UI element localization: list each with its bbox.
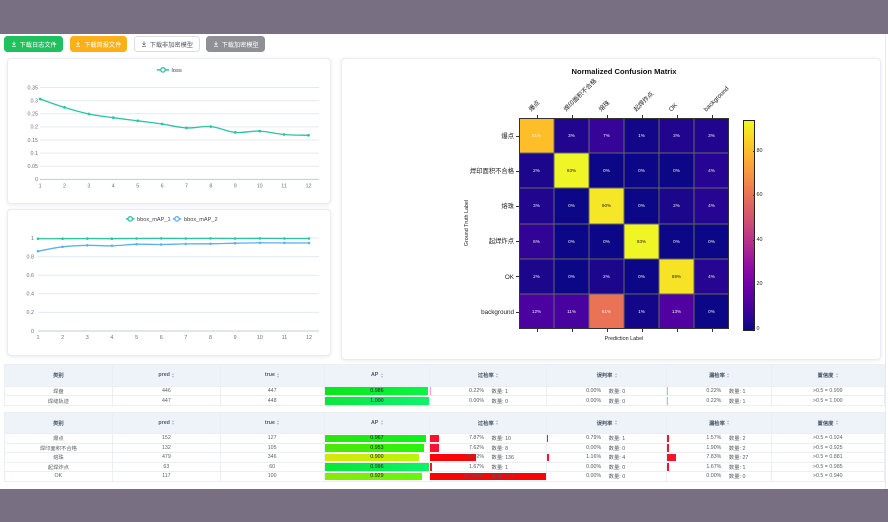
svg-text:0.6: 0.6 [27,273,35,279]
svg-text:0.8: 0.8 [27,254,35,260]
svg-text:11: 11 [282,335,288,341]
svg-text:12: 12 [306,184,312,190]
svg-text:loss: loss [172,68,182,74]
svg-text:10: 10 [257,184,263,190]
svg-text:0: 0 [31,329,34,335]
svg-text:1: 1 [31,236,34,242]
svg-text:0.35: 0.35 [28,85,39,91]
svg-text:0.15: 0.15 [28,138,39,144]
svg-text:0: 0 [35,177,38,183]
svg-text:2: 2 [63,184,66,190]
svg-text:11: 11 [281,184,287,190]
svg-text:12: 12 [306,335,312,341]
svg-text:0.1: 0.1 [31,151,39,157]
svg-text:8: 8 [209,335,212,341]
svg-text:8: 8 [209,184,212,190]
svg-text:2: 2 [61,335,64,341]
svg-text:5: 5 [135,335,138,341]
svg-text:9: 9 [234,184,237,190]
svg-text:0.3: 0.3 [31,98,39,104]
svg-text:3: 3 [87,184,90,190]
svg-text:0.2: 0.2 [31,125,39,131]
svg-text:3: 3 [86,335,89,341]
svg-text:0.05: 0.05 [28,164,39,170]
svg-text:7: 7 [185,184,188,190]
svg-text:6: 6 [161,184,164,190]
svg-text:9: 9 [234,335,237,341]
svg-text:6: 6 [160,335,163,341]
svg-text:4: 4 [110,335,113,341]
svg-text:1: 1 [37,335,40,341]
svg-text:5: 5 [136,184,139,190]
svg-text:7: 7 [184,335,187,341]
svg-text:0.25: 0.25 [28,112,39,118]
svg-text:0.2: 0.2 [27,310,35,316]
svg-text:bbox_mAP_2: bbox_mAP_2 [184,217,218,223]
svg-text:1: 1 [39,184,42,190]
svg-text:4: 4 [112,184,115,190]
svg-text:10: 10 [257,335,263,341]
svg-text:bbox_mAP_1: bbox_mAP_1 [137,217,171,223]
svg-text:0.4: 0.4 [27,292,35,298]
